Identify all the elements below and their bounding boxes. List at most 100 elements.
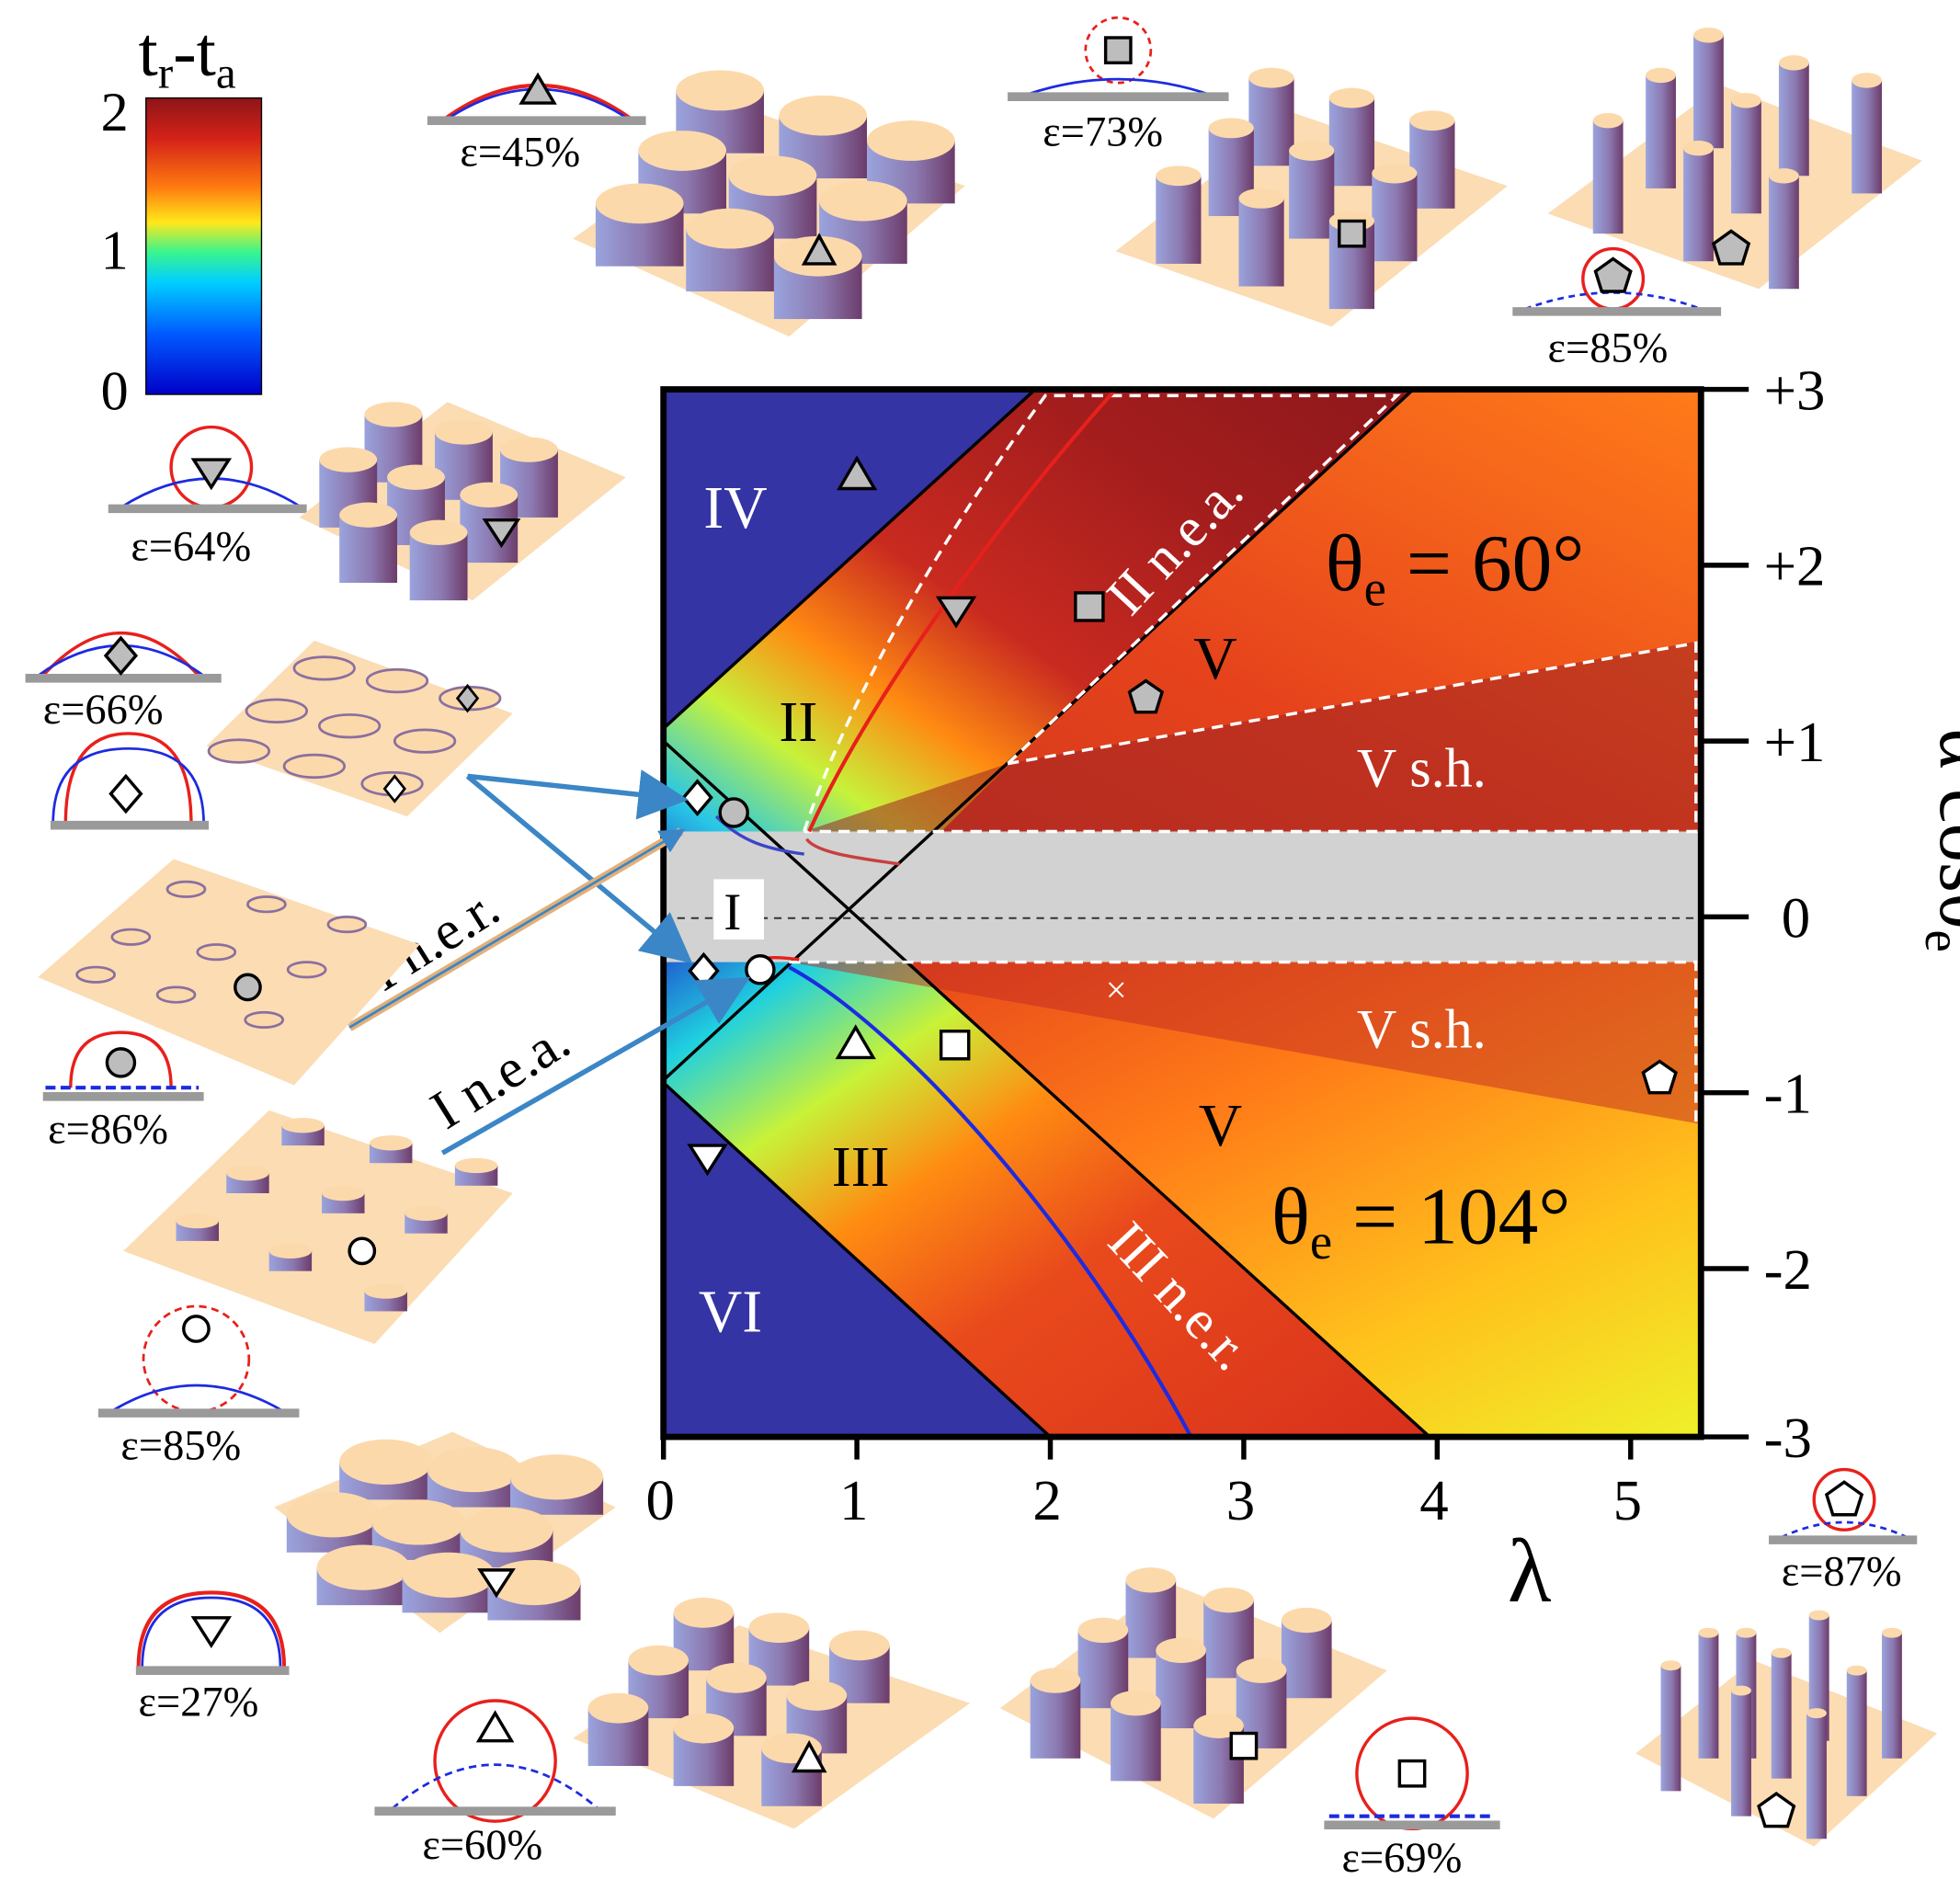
triangle-up-icon [801, 233, 838, 266]
eps-label: ε=73% [1043, 108, 1163, 155]
eps-label: ε=64% [131, 523, 251, 570]
inset-eps-60: ε=60% [374, 1597, 971, 1869]
eps-label: ε=66% [43, 687, 164, 734]
region-label-vi: VI [699, 1279, 762, 1345]
inset-eps-73: ε=73% [1008, 16, 1508, 327]
y-tick-label: +2 [1764, 534, 1826, 598]
x-tick-label: 1 [839, 1468, 868, 1532]
boundary-line-iv [663, 389, 1037, 730]
pillar-array [176, 1118, 498, 1312]
triangle-up-marker-lower [835, 1024, 876, 1060]
square-marker [1074, 591, 1105, 622]
x-tick-label: 5 [1613, 1468, 1642, 1532]
plot-area: IV II II n.e.a. θe = 60° V V s.h. I × V … [660, 386, 1704, 1441]
colorbar-gradient [145, 97, 263, 395]
pillar-plate [38, 859, 420, 1086]
triangle-up-icon [475, 1710, 515, 1743]
v-sh-bottom-dashed-boundary [789, 960, 1698, 1122]
pillar-array [587, 1597, 890, 1806]
disk-array [207, 655, 502, 797]
theta-label-bottom: θe = 104° [1271, 1172, 1570, 1270]
circle-icon [105, 1047, 137, 1078]
eps-label: ε=86% [48, 1106, 168, 1153]
y-tick-label: +1 [1764, 710, 1826, 774]
region-label-i: I [724, 883, 741, 941]
triangle-down-marker-lower [687, 1144, 728, 1177]
x-axis: 0 1 2 3 4 5 λ [646, 1437, 1642, 1622]
circle-icon [182, 1315, 211, 1343]
eps-label: ε=85% [1548, 325, 1669, 371]
arrow [440, 977, 750, 1156]
diamond-icon [455, 683, 480, 713]
diamond-icon [103, 635, 139, 676]
pillar-array [595, 70, 955, 320]
square-icon [1397, 1759, 1427, 1788]
region-label-v-bottom: V [1199, 1093, 1242, 1159]
y-axis-label: α cosθe [1915, 728, 1960, 951]
diamond-icon [382, 774, 406, 803]
x-axis-label: λ [1508, 1521, 1552, 1622]
arrow [348, 828, 686, 1029]
y-tick-label: -2 [1764, 1237, 1812, 1302]
boundary-line-vi [663, 1081, 1052, 1438]
cross-marker: × [1106, 968, 1127, 1010]
eps-label: ε=60% [422, 1822, 542, 1869]
triangle-down-icon [190, 1616, 233, 1649]
inset-eps-27: ε=27% [135, 1431, 616, 1725]
triangle-up-marker [836, 455, 878, 491]
pentagon-marker-lower [1641, 1059, 1678, 1095]
square-icon [1103, 36, 1133, 65]
pillar-array [319, 402, 558, 601]
eps-label: ε=27% [139, 1679, 259, 1725]
triangle-down-marker [935, 596, 977, 629]
region-label-iii: III [832, 1134, 890, 1199]
circle-icon [348, 1236, 377, 1266]
eps-label: ε=69% [1341, 1835, 1462, 1879]
red-contour-top [807, 389, 1118, 833]
y-tick-label: -3 [1764, 1406, 1812, 1470]
inset-eps-85-top: ε=85% [1512, 28, 1922, 371]
pentagon-icon [1757, 1791, 1796, 1828]
y-tick-label: 0 [1782, 885, 1810, 950]
region-v-sh-bottom [789, 962, 1702, 1124]
diamond-icon [108, 773, 143, 814]
pentagon-marker [1127, 678, 1165, 714]
region-upper-gradient [663, 389, 1414, 917]
square-icon [1338, 219, 1366, 248]
eps-label: ε=45% [460, 129, 580, 176]
pillar-array [286, 1439, 604, 1621]
disk-array [75, 880, 368, 1030]
eps-label: ε=85% [120, 1423, 241, 1470]
pentagon-icon [1711, 229, 1751, 266]
pentagon-icon [1593, 256, 1633, 293]
region-label-v-sh-bottom: V s.h. [1357, 999, 1487, 1061]
circle-marker-upper [718, 797, 749, 828]
region-label-iv: IV [703, 475, 767, 541]
v-sh-top-dashed-boundary [803, 641, 1698, 834]
inset-eps-64: ε=64% [108, 402, 626, 601]
pillar-plate [123, 1110, 513, 1344]
circle-marker-lower [745, 954, 776, 985]
y-tick-label: -1 [1764, 1062, 1812, 1126]
pillar-array [1030, 1567, 1332, 1805]
region-label-v-top: V [1193, 626, 1236, 692]
inset-eps-87: ε=87% [1635, 1467, 1938, 1847]
region-v-sh-top [803, 640, 1702, 832]
ii-nea-dashed-boundary [803, 393, 1401, 833]
inset-eps-85-left: ε=85% [97, 1110, 513, 1470]
triangle-down-icon [477, 1568, 516, 1599]
arrow [465, 774, 693, 964]
circle-icon [234, 973, 262, 1002]
blue-contour-bottom [788, 965, 1193, 1438]
x-tick-label: 4 [1419, 1468, 1448, 1532]
region-i-gray-band [663, 831, 1702, 962]
pentagon-icon [1824, 1480, 1864, 1517]
y-tick-label: +3 [1764, 358, 1826, 422]
colorbar-tick-0: 0 [101, 360, 129, 422]
colorbar: tr-ta 2 1 0 [101, 13, 263, 422]
pillar-array [1660, 1610, 1902, 1839]
boundary-line-iii [663, 739, 1431, 1438]
triangle-down-icon [482, 518, 521, 549]
triangle-down-icon [190, 458, 233, 491]
